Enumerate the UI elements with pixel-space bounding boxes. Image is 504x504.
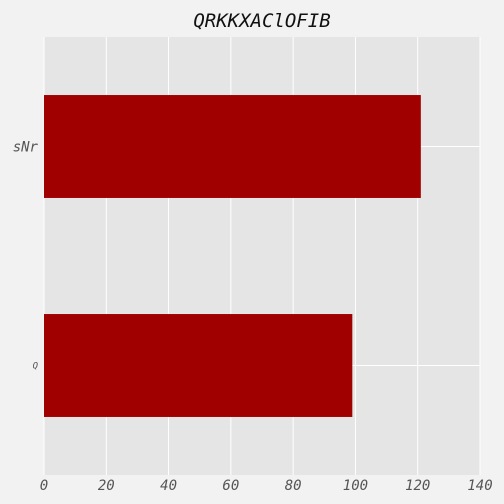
bar-Q <box>44 314 353 417</box>
x-tick-label: 140 <box>467 478 492 494</box>
y-tick-label: sNr <box>13 140 39 156</box>
y-tick-labels: sNr Q <box>13 140 39 372</box>
bar-sNr <box>44 95 421 198</box>
x-tick-label: 60 <box>222 478 239 494</box>
x-tick-label: 120 <box>405 478 430 494</box>
x-tick-label: 40 <box>160 478 177 494</box>
x-tick-label: 0 <box>40 478 48 494</box>
x-tick-label: 100 <box>343 478 368 494</box>
chart-title: QRKKXAClOFIB <box>193 10 330 32</box>
x-tick-labels: 0 20 40 60 80 100 120 140 <box>40 478 493 494</box>
x-tick-label: 20 <box>98 478 115 494</box>
x-tick-label: 80 <box>285 478 302 494</box>
y-tick-label: Q <box>33 362 39 372</box>
bars <box>44 95 421 417</box>
